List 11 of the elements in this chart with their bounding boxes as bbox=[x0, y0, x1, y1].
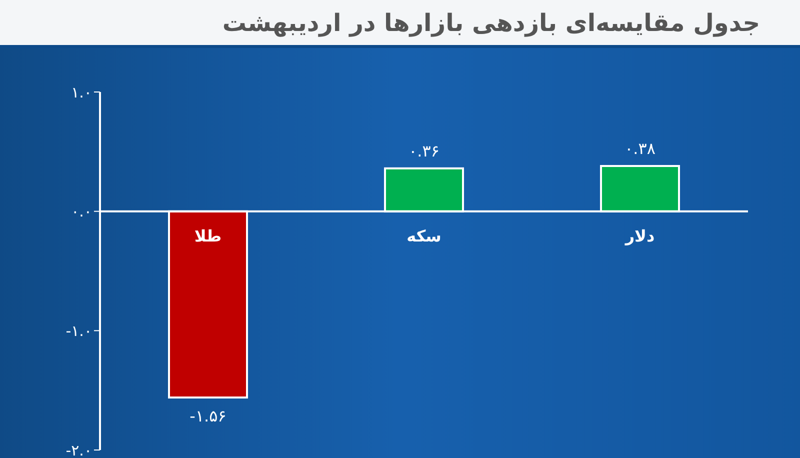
y-tick-label: ۰.۰ bbox=[71, 202, 92, 221]
data-label: ۰.۳۶ bbox=[408, 141, 440, 160]
chart-title: جدول مقایسه‌ای بازدهی بازارها در اردیبهشت bbox=[222, 8, 760, 36]
x-tick-label: طلا bbox=[194, 226, 222, 246]
y-tick-label: ۱.۰ bbox=[71, 83, 92, 102]
x-tick-label: دلار bbox=[624, 226, 655, 246]
x-tick-label: سکه bbox=[406, 226, 442, 246]
data-label: ۰.۳۸ bbox=[624, 138, 656, 158]
data-label: -۱.۵۶ bbox=[190, 406, 226, 426]
y-tick-label: -۱.۰ bbox=[66, 322, 92, 340]
y-tick-label: -۲.۰ bbox=[66, 441, 92, 458]
